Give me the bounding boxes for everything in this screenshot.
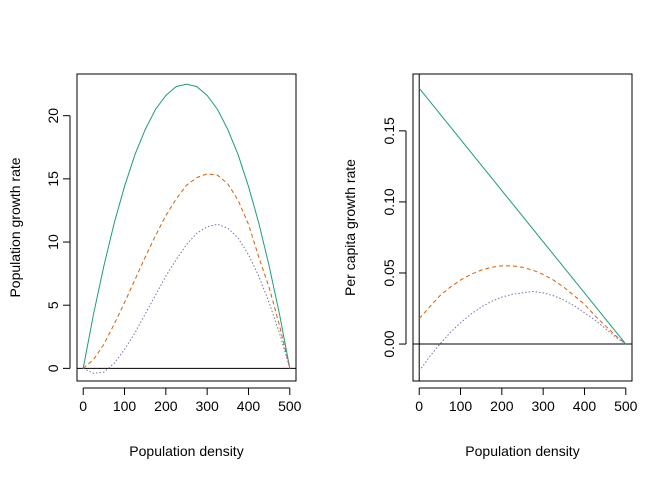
x-tick-label: 0 [415, 398, 423, 414]
x-tick-label: 300 [531, 398, 555, 414]
x-tick-label: 200 [154, 398, 178, 414]
x-tick-label: 300 [195, 398, 219, 414]
y-tick-label: 5 [45, 301, 61, 309]
y-axis-title: Per capita growth rate [342, 159, 358, 296]
y-tick-label: 0 [45, 364, 61, 372]
x-tick-label: 200 [490, 398, 514, 414]
series-line-3 [418, 290, 627, 372]
x-tick-label: 100 [449, 398, 473, 414]
plot-frame [76, 73, 297, 382]
x-tick-label: 400 [237, 398, 261, 414]
y-tick-label: 20 [45, 108, 61, 124]
series-line-3 [82, 223, 291, 374]
y-tick-label: 0.00 [381, 330, 397, 357]
y-tick-label: 0.15 [381, 117, 397, 144]
y-axis-title: Population growth rate [7, 157, 23, 297]
y-tick-label: 10 [45, 234, 61, 250]
y-tick-label: 0.05 [381, 259, 397, 286]
plot-frame [412, 73, 633, 382]
x-axis-title: Population density [129, 443, 243, 459]
series-line-2 [82, 173, 291, 369]
x-axis-title: Population density [465, 443, 579, 459]
x-tick-label: 500 [278, 398, 302, 414]
right-panel-per-capita-growth-rate: 0 100 200 300 400 500 0.00 0.05 0.10 0.15 Populati… [342, 73, 638, 459]
series-line-1 [82, 83, 291, 369]
y-tick-label: 15 [45, 171, 61, 187]
series-line-1 [418, 87, 627, 345]
left-panel-growth-rate: 0 100 200 300 400 500 0 5 10 15 20 Population densi… [7, 73, 302, 459]
x-tick-label: 100 [113, 398, 137, 414]
x-tick-label: 0 [79, 398, 87, 414]
x-tick-label: 500 [614, 398, 638, 414]
x-tick-label: 400 [573, 398, 597, 414]
y-tick-label: 0.10 [381, 188, 397, 215]
series-line-2 [418, 265, 627, 345]
